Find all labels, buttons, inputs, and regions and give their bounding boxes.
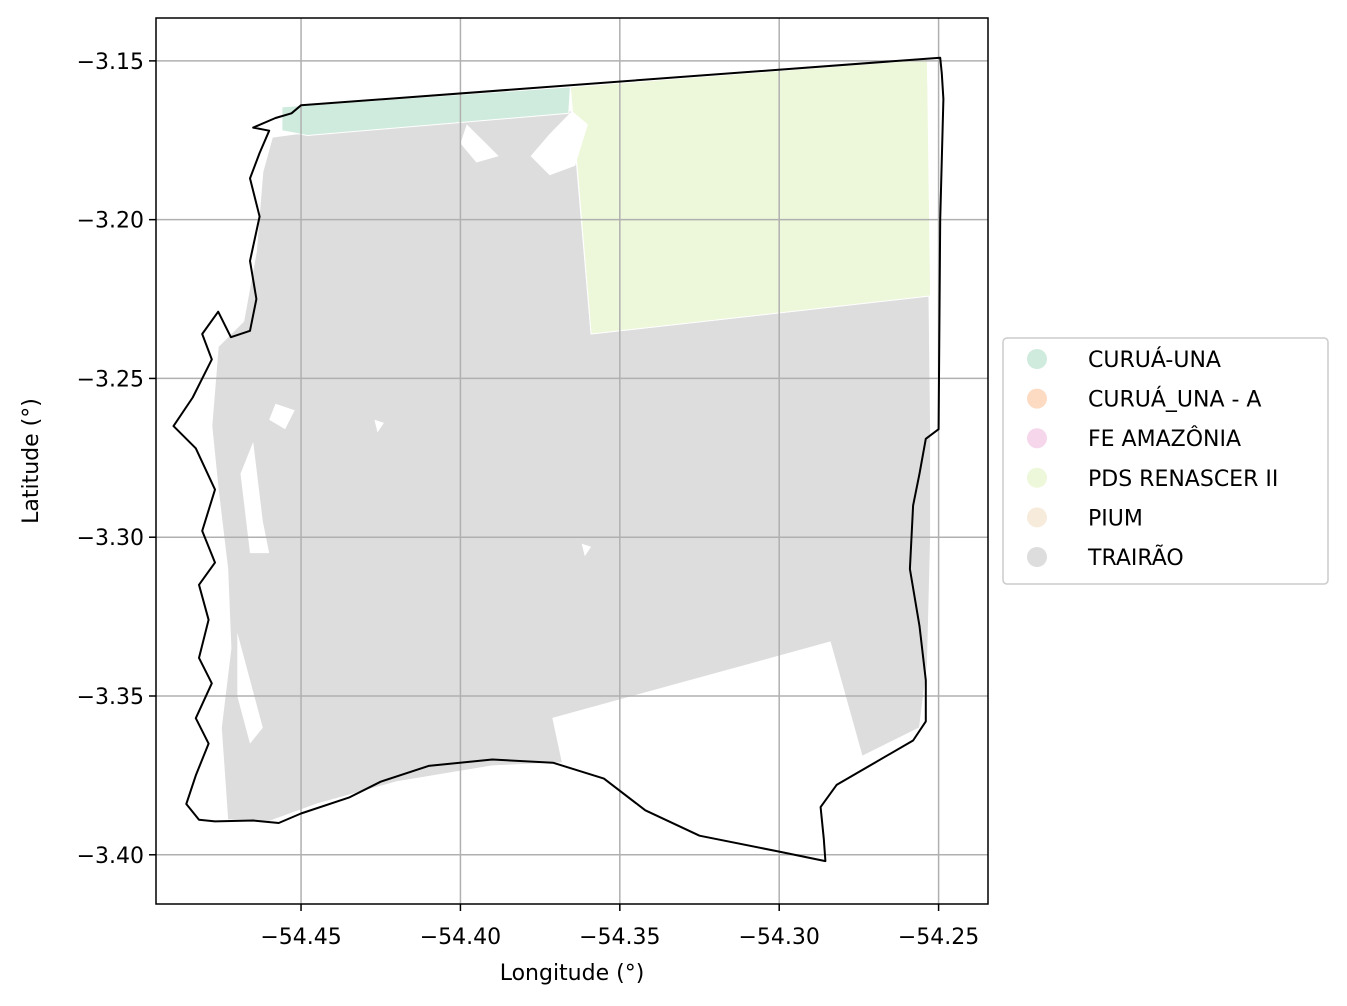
region-pds-renascer-ii xyxy=(569,58,932,335)
regions-layer xyxy=(211,58,932,822)
y-tick-label: −3.40 xyxy=(77,844,144,869)
axes-frame xyxy=(155,17,989,905)
legend-marker-curua-una-a xyxy=(1027,388,1047,409)
region-trairao xyxy=(211,110,932,822)
legend-label-trairao: TRAIRÃO xyxy=(1087,544,1184,571)
x-tick-label: −54.40 xyxy=(420,925,501,950)
legend-label-curua-una-a: CURUÁ_UNA - A xyxy=(1088,387,1262,413)
uncovered-area-2 xyxy=(240,441,270,554)
region-curua-una xyxy=(281,86,571,137)
x-axis-label: Longitude (°) xyxy=(500,961,645,986)
uncovered-area-1 xyxy=(460,124,499,163)
legend-marker-trairao xyxy=(1027,547,1047,567)
legend-frame xyxy=(1002,337,1329,585)
y-tick-label: −3.25 xyxy=(77,367,144,392)
legend-marker-curua-una xyxy=(1027,349,1047,369)
x-tick-label: −54.35 xyxy=(579,925,660,950)
uncovered-area-6 xyxy=(581,543,592,557)
uncovered-area-5 xyxy=(374,419,384,433)
study-area-boundary xyxy=(172,56,945,863)
x-tick-label: −54.25 xyxy=(898,925,979,950)
holes-layer xyxy=(237,111,592,744)
uncovered-area-0 xyxy=(530,111,588,176)
boundary-layer xyxy=(172,56,945,863)
legend: CURUÁ-UNA CURUÁ_UNA - A FE AMAZÔNIA PDS REN… xyxy=(1002,337,1329,585)
legend-items: CURUÁ-UNA CURUÁ_UNA - A FE AMAZÔNIA PDS REN… xyxy=(1027,347,1278,571)
uncovered-area-4 xyxy=(269,403,295,430)
legend-marker-fe-amazonia xyxy=(1027,428,1047,449)
legend-marker-pds-renascer-ii xyxy=(1027,467,1047,488)
y-tick-label: −3.15 xyxy=(77,50,144,75)
legend-label-pium: PIUM xyxy=(1088,506,1143,531)
legend-label-pds-renascer-ii: PDS RENASCER II xyxy=(1088,467,1278,492)
x-tick-label: −54.30 xyxy=(738,925,819,950)
y-axis-label: Latitude (°) xyxy=(19,398,44,524)
y-tick-label: −3.35 xyxy=(77,685,144,710)
grid-layer xyxy=(156,18,988,904)
legend-label-curua-una: CURUÁ-UNA xyxy=(1088,347,1221,373)
x-tick-label: −54.45 xyxy=(260,925,341,950)
legend-label-fe-amazonia: FE AMAZÔNIA xyxy=(1088,426,1241,452)
uncovered-area-3 xyxy=(237,632,263,744)
y-tick-label: −3.20 xyxy=(77,209,144,234)
legend-marker-pium xyxy=(1027,507,1047,528)
ticks-layer: −54.45 −54.40 −54.35 −54.30 −54.25 −3.15 −3.20… xyxy=(77,50,980,950)
y-tick-label: −3.30 xyxy=(77,526,144,551)
